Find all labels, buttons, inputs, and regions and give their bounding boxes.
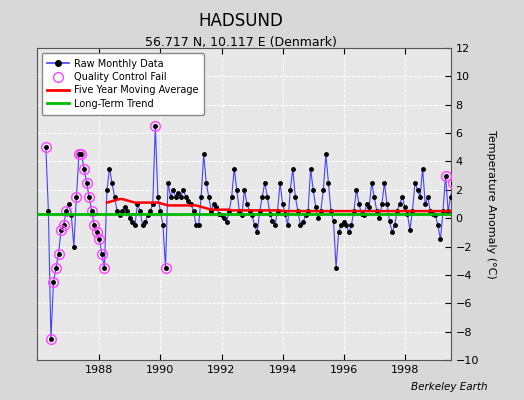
Legend: Raw Monthly Data, Quality Control Fail, Five Year Moving Average, Long-Term Tren: Raw Monthly Data, Quality Control Fail, …	[41, 53, 204, 115]
Y-axis label: Temperature Anomaly (°C): Temperature Anomaly (°C)	[486, 130, 496, 278]
Text: HADSUND: HADSUND	[199, 12, 283, 30]
Text: Berkeley Earth: Berkeley Earth	[411, 382, 487, 392]
Text: 56.717 N, 10.117 E (Denmark): 56.717 N, 10.117 E (Denmark)	[145, 36, 337, 49]
